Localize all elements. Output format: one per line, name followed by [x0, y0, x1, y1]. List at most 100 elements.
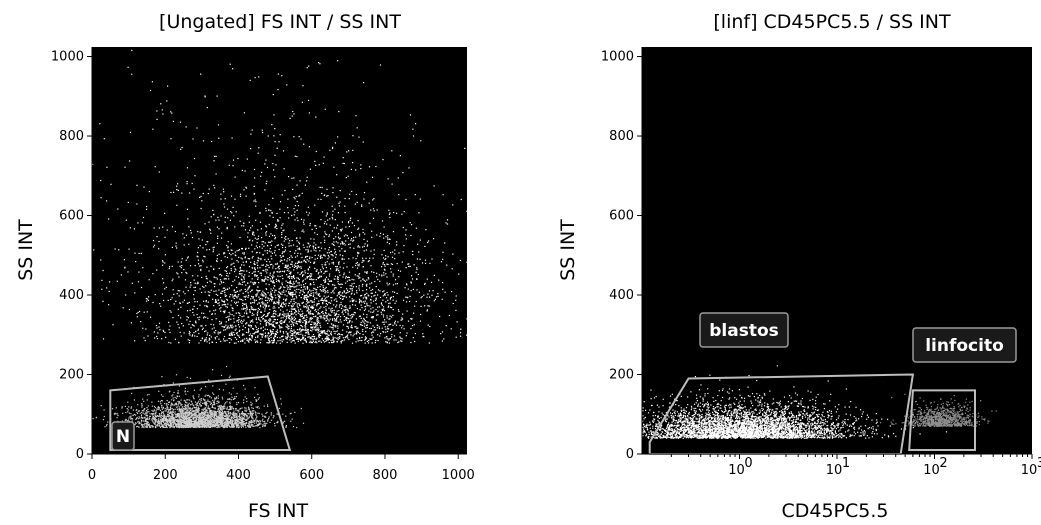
left-data-point	[332, 325, 334, 327]
left-data-point	[122, 307, 124, 309]
left-data-point	[180, 306, 182, 308]
left-data-point	[253, 263, 255, 265]
left-data-point	[320, 306, 322, 308]
left-data-point	[207, 317, 209, 319]
left-data-point	[219, 407, 221, 409]
left-data-point	[194, 282, 196, 284]
left-data-point	[244, 312, 246, 314]
left-data-point	[158, 408, 160, 410]
left-data-point	[200, 423, 202, 425]
left-data-point	[323, 295, 325, 297]
left-data-point	[144, 424, 146, 426]
left-data-point	[341, 248, 343, 250]
left-data-point	[157, 425, 159, 427]
left-data-point	[255, 406, 257, 408]
left-data-point	[242, 418, 244, 420]
left-data-point	[209, 425, 212, 427]
left-data-point	[165, 419, 167, 422]
left-data-point	[270, 291, 272, 293]
left-data-point	[455, 295, 457, 297]
left-data-point	[173, 399, 175, 401]
left-data-point	[206, 405, 208, 407]
left-data-point	[177, 426, 180, 428]
left-data-point	[172, 382, 174, 384]
left-data-point	[443, 338, 445, 340]
left-data-point	[208, 270, 210, 272]
left-data-point	[141, 414, 143, 416]
left-data-point	[236, 332, 238, 335]
left-data-point	[154, 407, 156, 409]
left-data-point	[241, 417, 243, 419]
left-data-point	[344, 244, 346, 246]
left-data-point	[265, 234, 267, 236]
left-data-point	[169, 406, 172, 408]
left-data-point	[130, 406, 133, 408]
left-data-point	[305, 339, 307, 341]
left-data-point	[421, 262, 424, 264]
left-data-point	[137, 404, 139, 406]
left-data-point	[229, 422, 231, 424]
left-data-point	[390, 271, 392, 273]
left-data-point	[128, 412, 130, 414]
left-data-point	[185, 421, 187, 423]
left-data-point	[135, 418, 137, 421]
left-data-point	[389, 238, 391, 240]
left-data-point	[206, 334, 208, 336]
left-data-point	[216, 417, 218, 419]
left-data-point	[189, 413, 191, 416]
left-data-point	[324, 262, 326, 264]
left-data-point	[324, 241, 326, 243]
left-data-point	[178, 295, 180, 297]
left-data-point	[140, 417, 143, 419]
left-data-point	[296, 427, 298, 429]
left-data-point	[245, 247, 247, 249]
left-data-point	[307, 301, 309, 303]
left-data-point	[227, 420, 229, 423]
left-data-point	[218, 228, 220, 230]
left-data-point	[283, 291, 285, 293]
left-data-point	[234, 420, 236, 422]
left-data-point	[285, 319, 287, 321]
left-data-point	[314, 323, 316, 325]
left-data-point	[294, 319, 296, 321]
left-data-point	[295, 250, 297, 252]
left-data-point	[143, 420, 145, 422]
left-data-point	[168, 341, 170, 344]
left-data-point	[224, 311, 226, 313]
left-data-point	[322, 285, 324, 287]
left-data-point	[210, 410, 212, 412]
left-data-point	[184, 421, 186, 423]
left-data-point	[156, 421, 158, 423]
left-data-point	[241, 247, 243, 250]
left-data-point	[148, 296, 150, 298]
left-data-point	[383, 226, 385, 228]
left-data-point	[148, 426, 150, 428]
left-data-point	[221, 232, 223, 234]
left-data-point	[405, 296, 407, 298]
left-data-point	[392, 296, 394, 298]
left-data-point	[195, 420, 197, 423]
left-data-point	[289, 310, 291, 312]
left-data-point	[204, 414, 206, 416]
left-data-point	[218, 419, 220, 422]
left-data-point	[325, 286, 327, 288]
left-data-point	[205, 414, 207, 416]
left-data-point	[121, 406, 123, 408]
left-data-point	[141, 222, 144, 224]
left-data-point	[267, 322, 269, 324]
left-data-point	[331, 243, 333, 245]
left-data-point	[185, 411, 187, 413]
left-data-point	[358, 263, 360, 265]
left-data-point	[239, 314, 241, 316]
left-data-point	[259, 421, 261, 423]
left-data-point	[358, 275, 360, 277]
left-data-point	[222, 398, 224, 400]
left-data-point	[245, 303, 247, 305]
left-data-point	[234, 416, 236, 418]
left-data-point	[308, 312, 310, 314]
left-data-point	[163, 426, 165, 428]
left-data-point	[336, 174, 338, 176]
left-data-point	[217, 400, 219, 402]
left-data-point	[228, 392, 230, 394]
left-data-point	[220, 422, 222, 424]
